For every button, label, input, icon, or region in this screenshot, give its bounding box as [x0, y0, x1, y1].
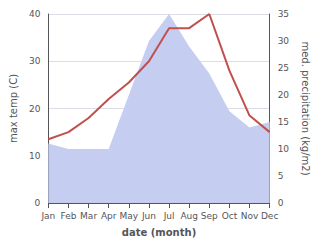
svg-text:max temp (C): max temp (C) — [8, 74, 19, 143]
svg-text:40: 40 — [29, 9, 41, 19]
svg-text:10: 10 — [29, 151, 41, 161]
svg-text:May: May — [120, 211, 139, 221]
svg-text:25: 25 — [278, 63, 289, 73]
svg-text:med. precipitation (kg/m2): med. precipitation (kg/m2) — [300, 41, 311, 175]
svg-text:20: 20 — [29, 104, 41, 114]
svg-text:0: 0 — [35, 198, 41, 208]
svg-text:30: 30 — [278, 36, 290, 46]
svg-text:Apr: Apr — [101, 211, 117, 221]
svg-text:date (month): date (month) — [122, 227, 196, 238]
svg-text:15: 15 — [278, 117, 289, 127]
svg-text:Nov: Nov — [241, 211, 259, 221]
svg-text:20: 20 — [278, 90, 290, 100]
svg-text:Aug: Aug — [180, 211, 198, 221]
svg-text:Jun: Jun — [141, 211, 156, 221]
svg-text:Jul: Jul — [163, 211, 175, 221]
svg-text:Feb: Feb — [61, 211, 77, 221]
svg-text:0: 0 — [278, 198, 284, 208]
svg-text:Oct: Oct — [222, 211, 238, 221]
svg-text:Dec: Dec — [261, 211, 278, 221]
svg-text:Jan: Jan — [40, 211, 55, 221]
svg-text:10: 10 — [278, 144, 290, 154]
svg-text:35: 35 — [278, 9, 289, 19]
svg-text:30: 30 — [29, 56, 41, 66]
svg-text:5: 5 — [278, 171, 284, 181]
svg-text:Mar: Mar — [80, 211, 97, 221]
svg-text:Sep: Sep — [201, 211, 218, 221]
